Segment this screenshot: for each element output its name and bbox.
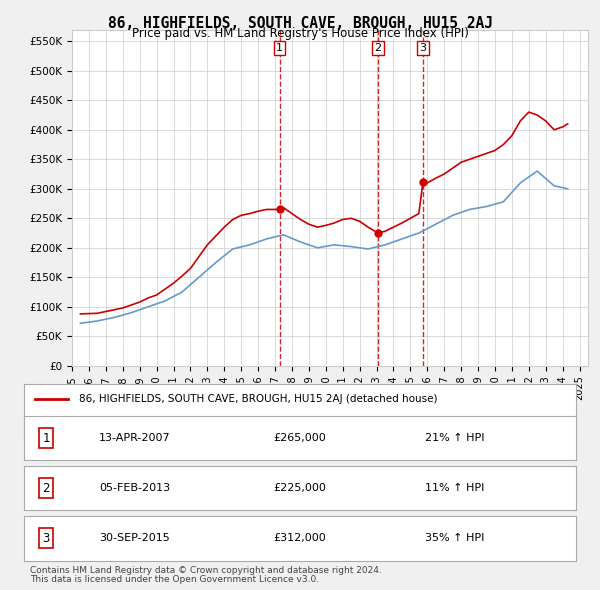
Text: HPI: Average price, detached house, East Riding of Yorkshire: HPI: Average price, detached house, East… bbox=[79, 419, 395, 429]
Text: 30-SEP-2015: 30-SEP-2015 bbox=[99, 533, 170, 543]
Text: 3: 3 bbox=[419, 43, 427, 53]
Text: 3: 3 bbox=[43, 532, 50, 545]
Text: This data is licensed under the Open Government Licence v3.0.: This data is licensed under the Open Gov… bbox=[30, 575, 319, 584]
Text: £225,000: £225,000 bbox=[274, 483, 326, 493]
Text: 05-FEB-2013: 05-FEB-2013 bbox=[99, 483, 170, 493]
Text: £265,000: £265,000 bbox=[274, 433, 326, 443]
Text: 1: 1 bbox=[43, 431, 50, 445]
Text: 35% ↑ HPI: 35% ↑ HPI bbox=[425, 533, 484, 543]
Text: 1: 1 bbox=[276, 43, 283, 53]
Text: 13-APR-2007: 13-APR-2007 bbox=[98, 433, 170, 443]
Text: 2: 2 bbox=[43, 481, 50, 495]
Text: 86, HIGHFIELDS, SOUTH CAVE, BROUGH, HU15 2AJ: 86, HIGHFIELDS, SOUTH CAVE, BROUGH, HU15… bbox=[107, 16, 493, 31]
Text: Price paid vs. HM Land Registry's House Price Index (HPI): Price paid vs. HM Land Registry's House … bbox=[131, 27, 469, 40]
Text: £312,000: £312,000 bbox=[274, 533, 326, 543]
Text: Contains HM Land Registry data © Crown copyright and database right 2024.: Contains HM Land Registry data © Crown c… bbox=[30, 566, 382, 575]
Text: 21% ↑ HPI: 21% ↑ HPI bbox=[425, 433, 484, 443]
Text: 2: 2 bbox=[374, 43, 382, 53]
Text: 11% ↑ HPI: 11% ↑ HPI bbox=[425, 483, 484, 493]
Text: 86, HIGHFIELDS, SOUTH CAVE, BROUGH, HU15 2AJ (detached house): 86, HIGHFIELDS, SOUTH CAVE, BROUGH, HU15… bbox=[79, 394, 438, 404]
